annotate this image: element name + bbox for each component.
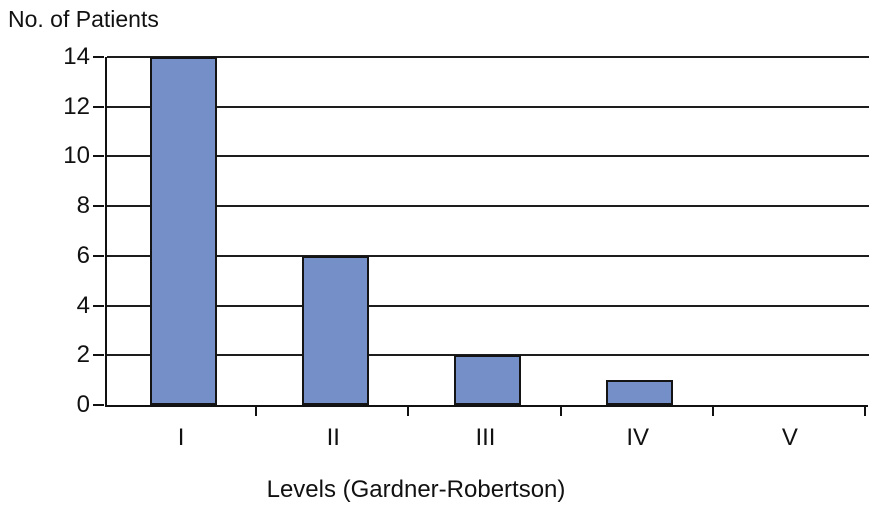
x-tick-label: I [177, 424, 185, 451]
y-axis-tick [93, 254, 104, 257]
bar [149, 57, 217, 405]
y-tick-label: 12 [63, 92, 90, 120]
plot-area [105, 56, 869, 407]
x-tick-label: IV [626, 424, 650, 451]
y-axis-tick [93, 205, 104, 208]
y-axis-tick [93, 105, 104, 108]
x-axis-tick [255, 407, 258, 416]
x-axis-tick [864, 407, 866, 416]
y-tick-label: 0 [76, 391, 90, 418]
y-axis-tick [93, 354, 104, 357]
gridline [107, 105, 869, 108]
y-tick-label: 2 [76, 341, 90, 369]
y-axis-title: No. of Patients [8, 6, 159, 32]
y-axis-tick [93, 304, 104, 307]
gridline [107, 56, 869, 58]
x-axis-title: Levels (Gardner-Robertson) [266, 476, 566, 503]
gridline [107, 254, 869, 257]
x-axis-tick [711, 407, 714, 416]
x-tick-label: V [781, 424, 798, 451]
x-tick-label: II [326, 424, 340, 451]
x-tick-label: III [475, 424, 496, 451]
gridline [107, 354, 869, 357]
y-axis-tick [93, 155, 104, 158]
x-axis-tick [407, 407, 410, 416]
bar [606, 380, 674, 405]
y-tick-label: 8 [76, 192, 90, 220]
gridline [107, 155, 869, 158]
y-tick-label: 4 [76, 291, 90, 319]
gridline [107, 205, 869, 208]
y-axis-tick [93, 56, 104, 58]
y-axis-tick [93, 404, 104, 406]
gridline [107, 304, 869, 307]
bar [301, 255, 369, 405]
y-tick-label: 10 [63, 142, 90, 170]
y-tick-label: 14 [63, 43, 90, 70]
y-tick-label: 6 [76, 241, 90, 269]
x-axis-tick [559, 407, 562, 416]
bar [454, 355, 521, 405]
